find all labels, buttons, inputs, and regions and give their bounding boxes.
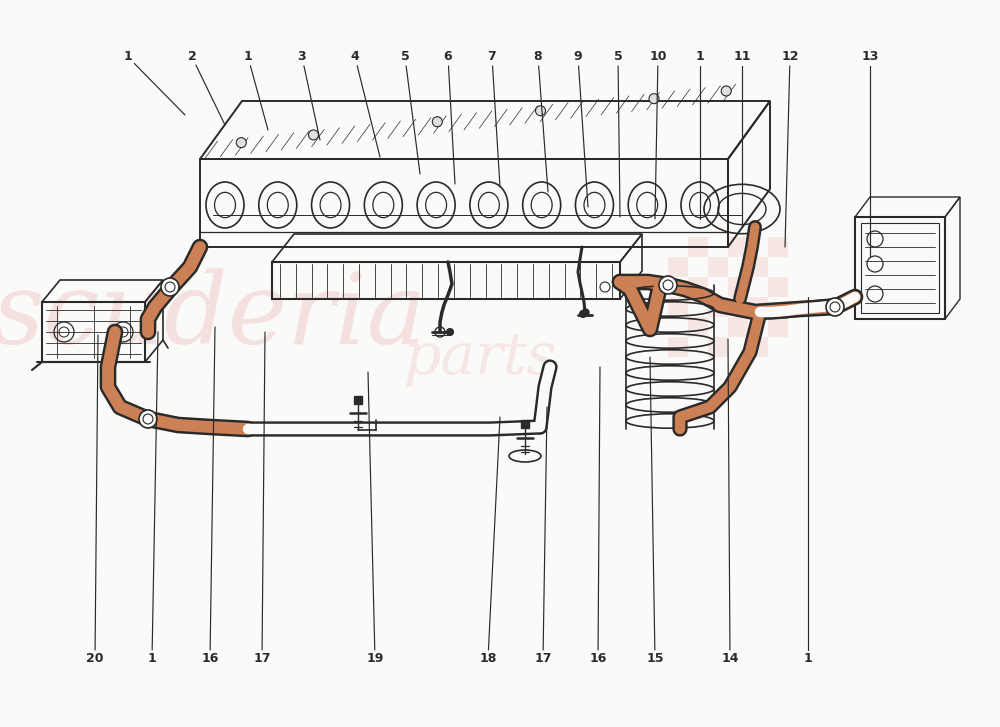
Bar bbox=[688, 237, 708, 257]
Bar bbox=[748, 257, 768, 277]
Text: 19: 19 bbox=[366, 653, 384, 665]
Text: 7: 7 bbox=[488, 50, 496, 63]
Text: 1: 1 bbox=[148, 653, 156, 665]
Circle shape bbox=[446, 329, 454, 335]
Circle shape bbox=[826, 298, 844, 316]
Circle shape bbox=[139, 410, 157, 428]
Text: 11: 11 bbox=[733, 50, 751, 63]
Circle shape bbox=[649, 94, 659, 104]
Text: 5: 5 bbox=[401, 50, 409, 63]
Text: 4: 4 bbox=[351, 50, 359, 63]
Text: 8: 8 bbox=[534, 50, 542, 63]
Bar bbox=[728, 277, 748, 297]
Circle shape bbox=[659, 276, 677, 294]
Bar bbox=[42, 302, 145, 362]
Circle shape bbox=[580, 310, 586, 318]
Text: 15: 15 bbox=[646, 653, 664, 665]
Text: 17: 17 bbox=[253, 653, 271, 665]
Text: 9: 9 bbox=[574, 50, 582, 63]
Text: 12: 12 bbox=[781, 50, 799, 63]
Bar bbox=[688, 317, 708, 337]
Bar bbox=[768, 237, 788, 257]
Text: 17: 17 bbox=[534, 653, 552, 665]
Text: 1: 1 bbox=[244, 50, 252, 63]
Bar bbox=[668, 297, 688, 317]
Bar bbox=[748, 297, 768, 317]
Bar bbox=[668, 257, 688, 277]
Text: parts: parts bbox=[403, 331, 557, 387]
Text: 16: 16 bbox=[201, 653, 219, 665]
Bar bbox=[855, 217, 945, 319]
Text: 16: 16 bbox=[589, 653, 607, 665]
Bar bbox=[748, 337, 768, 357]
Text: 2: 2 bbox=[188, 50, 196, 63]
Circle shape bbox=[236, 137, 246, 148]
Bar bbox=[708, 257, 728, 277]
Bar bbox=[728, 237, 748, 257]
Bar bbox=[272, 262, 620, 299]
Bar bbox=[768, 317, 788, 337]
Bar bbox=[708, 297, 728, 317]
Text: 13: 13 bbox=[861, 50, 879, 63]
Bar bbox=[728, 317, 748, 337]
Text: 20: 20 bbox=[86, 653, 104, 665]
Bar bbox=[708, 337, 728, 357]
Circle shape bbox=[663, 280, 673, 290]
Circle shape bbox=[721, 86, 731, 96]
Bar bbox=[668, 337, 688, 357]
Circle shape bbox=[432, 117, 442, 126]
Text: 5: 5 bbox=[614, 50, 622, 63]
Text: 6: 6 bbox=[444, 50, 452, 63]
Circle shape bbox=[143, 414, 153, 424]
Text: 1: 1 bbox=[124, 50, 132, 63]
Text: scuderia: scuderia bbox=[0, 269, 427, 365]
Text: 1: 1 bbox=[696, 50, 704, 63]
Circle shape bbox=[308, 130, 318, 140]
Text: 3: 3 bbox=[298, 50, 306, 63]
Text: 18: 18 bbox=[479, 653, 497, 665]
Text: 14: 14 bbox=[721, 653, 739, 665]
Circle shape bbox=[830, 302, 840, 312]
Bar bbox=[861, 223, 939, 313]
Circle shape bbox=[161, 278, 179, 296]
Bar bbox=[688, 277, 708, 297]
Circle shape bbox=[165, 282, 175, 292]
Text: 1: 1 bbox=[804, 653, 812, 665]
Bar bbox=[768, 277, 788, 297]
Text: 10: 10 bbox=[649, 50, 667, 63]
Circle shape bbox=[536, 105, 546, 116]
